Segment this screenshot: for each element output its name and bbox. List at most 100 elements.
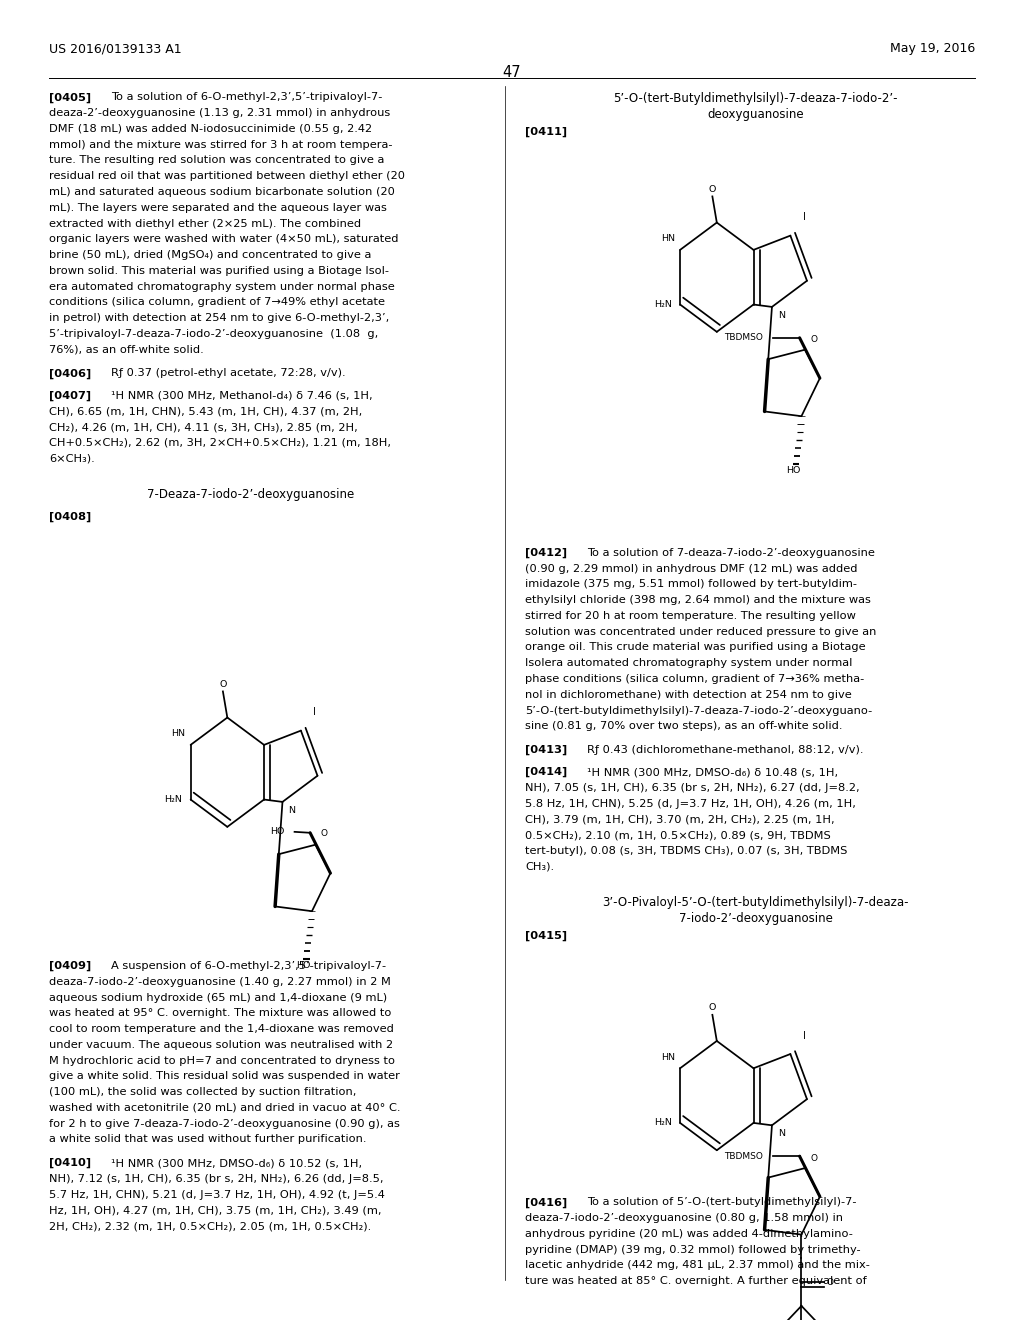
- Text: extracted with diethyl ether (2×25 mL). The combined: extracted with diethyl ether (2×25 mL). …: [49, 219, 361, 228]
- Text: [0411]: [0411]: [525, 127, 567, 137]
- Text: O: O: [321, 829, 328, 838]
- Text: pyridine (DMAP) (39 mg, 0.32 mmol) followed by trimethy-: pyridine (DMAP) (39 mg, 0.32 mmol) follo…: [525, 1245, 861, 1254]
- Text: Rƒ 0.37 (petrol-ethyl acetate, 72:28, v/v).: Rƒ 0.37 (petrol-ethyl acetate, 72:28, v/…: [111, 368, 345, 379]
- Text: I: I: [803, 1031, 806, 1040]
- Text: anhydrous pyridine (20 mL) was added 4-dimethylamino-: anhydrous pyridine (20 mL) was added 4-d…: [525, 1229, 853, 1238]
- Text: N: N: [289, 805, 296, 814]
- Text: 5’-O-(tert-Butyldimethylsilyl)-7-deaza-7-iodo-2’-: 5’-O-(tert-Butyldimethylsilyl)-7-deaza-7…: [613, 92, 898, 106]
- Text: 76%), as an off-white solid.: 76%), as an off-white solid.: [49, 345, 204, 355]
- Text: CH), 3.79 (m, 1H, CH), 3.70 (m, 2H, CH₂), 2.25 (m, 1H,: CH), 3.79 (m, 1H, CH), 3.70 (m, 2H, CH₂)…: [525, 814, 835, 825]
- Text: Isolera automated chromatography system under normal: Isolera automated chromatography system …: [525, 659, 853, 668]
- Text: in petrol) with detection at 254 nm to give 6-O-methyl-2,3’,: in petrol) with detection at 254 nm to g…: [49, 313, 389, 323]
- Text: cool to room temperature and the 1,4-dioxane was removed: cool to room temperature and the 1,4-dio…: [49, 1024, 394, 1034]
- Text: 3’-O-Pivaloyl-5’-O-(tert-butyldimethylsilyl)-7-deaza-: 3’-O-Pivaloyl-5’-O-(tert-butyldimethylsi…: [602, 896, 909, 909]
- Text: [0413]: [0413]: [525, 744, 567, 755]
- Text: HO: HO: [296, 961, 310, 970]
- Text: HO: HO: [785, 466, 800, 475]
- Text: residual red oil that was partitioned between diethyl ether (20: residual red oil that was partitioned be…: [49, 172, 406, 181]
- Text: 6×CH₃).: 6×CH₃).: [49, 454, 95, 463]
- Text: lacetic anhydride (442 mg, 481 μL, 2.37 mmol) and the mix-: lacetic anhydride (442 mg, 481 μL, 2.37 …: [525, 1261, 870, 1270]
- Text: for 2 h to give 7-deaza-7-iodo-2’-deoxyguanosine (0.90 g), as: for 2 h to give 7-deaza-7-iodo-2’-deoxyg…: [49, 1118, 400, 1129]
- Text: May 19, 2016: May 19, 2016: [890, 42, 975, 55]
- Text: 2H, CH₂), 2.32 (m, 1H, 0.5×CH₂), 2.05 (m, 1H, 0.5×CH₂).: 2H, CH₂), 2.32 (m, 1H, 0.5×CH₂), 2.05 (m…: [49, 1221, 372, 1232]
- Text: TBDMSO: TBDMSO: [724, 333, 763, 342]
- Text: N: N: [778, 310, 785, 319]
- Text: deoxyguanosine: deoxyguanosine: [708, 108, 804, 121]
- Text: O: O: [826, 1278, 834, 1287]
- Text: brine (50 mL), dried (MgSO₄) and concentrated to give a: brine (50 mL), dried (MgSO₄) and concent…: [49, 251, 372, 260]
- Text: [0409]: [0409]: [49, 961, 91, 972]
- Text: stirred for 20 h at room temperature. The resulting yellow: stirred for 20 h at room temperature. Th…: [525, 611, 856, 620]
- Text: aqueous sodium hydroxide (65 mL) and 1,4-dioxane (9 mL): aqueous sodium hydroxide (65 mL) and 1,4…: [49, 993, 387, 1002]
- Text: ture. The resulting red solution was concentrated to give a: ture. The resulting red solution was con…: [49, 156, 385, 165]
- Text: CH₂), 4.26 (m, 1H, CH), 4.11 (s, 3H, CH₃), 2.85 (m, 2H,: CH₂), 4.26 (m, 1H, CH), 4.11 (s, 3H, CH₃…: [49, 422, 358, 432]
- Text: Rƒ 0.43 (dichloromethane-methanol, 88:12, v/v).: Rƒ 0.43 (dichloromethane-methanol, 88:12…: [587, 744, 863, 755]
- Text: CH), 6.65 (m, 1H, CHN), 5.43 (m, 1H, CH), 4.37 (m, 2H,: CH), 6.65 (m, 1H, CHN), 5.43 (m, 1H, CH)…: [49, 407, 362, 416]
- Text: (100 mL), the solid was collected by suction filtration,: (100 mL), the solid was collected by suc…: [49, 1088, 356, 1097]
- Text: solution was concentrated under reduced pressure to give an: solution was concentrated under reduced …: [525, 627, 877, 636]
- Text: 47: 47: [503, 65, 521, 79]
- Text: 7-Deaza-7-iodo-2’-deoxyguanosine: 7-Deaza-7-iodo-2’-deoxyguanosine: [147, 488, 354, 502]
- Text: era automated chromatography system under normal phase: era automated chromatography system unde…: [49, 281, 395, 292]
- Text: O: O: [810, 1154, 817, 1163]
- Text: [0408]: [0408]: [49, 512, 91, 523]
- Text: I: I: [313, 708, 316, 718]
- Text: [0415]: [0415]: [525, 931, 567, 941]
- Text: [0410]: [0410]: [49, 1158, 91, 1168]
- Text: O: O: [709, 185, 716, 194]
- Text: was heated at 95° C. overnight. The mixture was allowed to: was heated at 95° C. overnight. The mixt…: [49, 1008, 391, 1018]
- Text: 7-iodo-2’-deoxyguanosine: 7-iodo-2’-deoxyguanosine: [679, 912, 833, 925]
- Text: I: I: [803, 213, 806, 223]
- Text: To a solution of 7-deaza-7-iodo-2’-deoxyguanosine: To a solution of 7-deaza-7-iodo-2’-deoxy…: [587, 548, 874, 558]
- Text: HN: HN: [660, 1052, 675, 1061]
- Text: organic layers were washed with water (4×50 mL), saturated: organic layers were washed with water (4…: [49, 235, 398, 244]
- Text: phase conditions (silica column, gradient of 7→36% metha-: phase conditions (silica column, gradien…: [525, 675, 864, 684]
- Text: N: N: [778, 1129, 785, 1138]
- Text: [0405]: [0405]: [49, 92, 91, 103]
- Text: tert-butyl), 0.08 (s, 3H, TBDMS CH₃), 0.07 (s, 3H, TBDMS: tert-butyl), 0.08 (s, 3H, TBDMS CH₃), 0.…: [525, 846, 848, 855]
- Text: HN: HN: [660, 234, 675, 243]
- Text: HO: HO: [270, 828, 285, 837]
- Text: M hydrochloric acid to pH=7 and concentrated to dryness to: M hydrochloric acid to pH=7 and concentr…: [49, 1056, 395, 1065]
- Text: a white solid that was used without further purification.: a white solid that was used without furt…: [49, 1134, 367, 1144]
- Text: (0.90 g, 2.29 mmol) in anhydrous DMF (12 mL) was added: (0.90 g, 2.29 mmol) in anhydrous DMF (12…: [525, 564, 858, 574]
- Text: washed with acetonitrile (20 mL) and dried in vacuo at 40° C.: washed with acetonitrile (20 mL) and dri…: [49, 1104, 400, 1113]
- Text: Hz, 1H, OH), 4.27 (m, 1H, CH), 3.75 (m, 1H, CH₂), 3.49 (m,: Hz, 1H, OH), 4.27 (m, 1H, CH), 3.75 (m, …: [49, 1205, 382, 1216]
- Text: 0.5×CH₂), 2.10 (m, 1H, 0.5×CH₂), 0.89 (s, 9H, TBDMS: 0.5×CH₂), 2.10 (m, 1H, 0.5×CH₂), 0.89 (s…: [525, 830, 831, 840]
- Text: NH), 7.12 (s, 1H, CH), 6.35 (br s, 2H, NH₂), 6.26 (dd, J=8.5,: NH), 7.12 (s, 1H, CH), 6.35 (br s, 2H, N…: [49, 1173, 384, 1184]
- Text: deaza-7-iodo-2’-deoxyguanosine (1.40 g, 2.27 mmol) in 2 M: deaza-7-iodo-2’-deoxyguanosine (1.40 g, …: [49, 977, 391, 987]
- Text: nol in dichloromethane) with detection at 254 nm to give: nol in dichloromethane) with detection a…: [525, 690, 852, 700]
- Text: ¹H NMR (300 MHz, DMSO-d₆) δ 10.48 (s, 1H,: ¹H NMR (300 MHz, DMSO-d₆) δ 10.48 (s, 1H…: [587, 767, 838, 777]
- Text: 5.8 Hz, 1H, CHN), 5.25 (d, J=3.7 Hz, 1H, OH), 4.26 (m, 1H,: 5.8 Hz, 1H, CHN), 5.25 (d, J=3.7 Hz, 1H,…: [525, 799, 856, 809]
- Text: O: O: [219, 680, 226, 689]
- Text: O: O: [810, 335, 817, 345]
- Text: US 2016/0139133 A1: US 2016/0139133 A1: [49, 42, 182, 55]
- Text: CH+0.5×CH₂), 2.62 (m, 3H, 2×CH+0.5×CH₂), 1.21 (m, 18H,: CH+0.5×CH₂), 2.62 (m, 3H, 2×CH+0.5×CH₂),…: [49, 438, 391, 447]
- Text: To a solution of 6-O-methyl-2,3’,5’-tripivaloyl-7-: To a solution of 6-O-methyl-2,3’,5’-trip…: [111, 92, 382, 103]
- Text: [0416]: [0416]: [525, 1197, 567, 1208]
- Text: 5’-tripivaloyl-7-deaza-7-iodo-2’-deoxyguanosine  (1.08  g,: 5’-tripivaloyl-7-deaza-7-iodo-2’-deoxygu…: [49, 329, 379, 339]
- Text: O: O: [709, 1003, 716, 1012]
- Text: mL). The layers were separated and the aqueous layer was: mL). The layers were separated and the a…: [49, 203, 387, 213]
- Text: brown solid. This material was purified using a Biotage Isol-: brown solid. This material was purified …: [49, 265, 389, 276]
- Text: deaza-7-iodo-2’-deoxyguanosine (0.80 g, 1.58 mmol) in: deaza-7-iodo-2’-deoxyguanosine (0.80 g, …: [525, 1213, 844, 1224]
- Text: [0412]: [0412]: [525, 548, 567, 558]
- Text: mmol) and the mixture was stirred for 3 h at room tempera-: mmol) and the mixture was stirred for 3 …: [49, 140, 392, 149]
- Text: 5.7 Hz, 1H, CHN), 5.21 (d, J=3.7 Hz, 1H, OH), 4.92 (t, J=5.4: 5.7 Hz, 1H, CHN), 5.21 (d, J=3.7 Hz, 1H,…: [49, 1189, 385, 1200]
- Text: [0414]: [0414]: [525, 767, 567, 777]
- Text: H₂N: H₂N: [654, 300, 672, 309]
- Text: CH₃).: CH₃).: [525, 862, 554, 871]
- Text: [0406]: [0406]: [49, 368, 91, 379]
- Text: 5’-O-(tert-butyldimethylsilyl)-7-deaza-7-iodo-2’-deoxyguano-: 5’-O-(tert-butyldimethylsilyl)-7-deaza-7…: [525, 706, 872, 715]
- Text: imidazole (375 mg, 5.51 mmol) followed by tert-butyldim-: imidazole (375 mg, 5.51 mmol) followed b…: [525, 579, 857, 589]
- Text: ture was heated at 85° C. overnight. A further equivalent of: ture was heated at 85° C. overnight. A f…: [525, 1276, 867, 1286]
- Text: ¹H NMR (300 MHz, Methanol-d₄) δ 7.46 (s, 1H,: ¹H NMR (300 MHz, Methanol-d₄) δ 7.46 (s,…: [111, 391, 372, 400]
- Text: give a white solid. This residual solid was suspended in water: give a white solid. This residual solid …: [49, 1072, 400, 1081]
- Text: NH), 7.05 (s, 1H, CH), 6.35 (br s, 2H, NH₂), 6.27 (dd, J=8.2,: NH), 7.05 (s, 1H, CH), 6.35 (br s, 2H, N…: [525, 783, 860, 793]
- Text: sine (0.81 g, 70% over two steps), as an off-white solid.: sine (0.81 g, 70% over two steps), as an…: [525, 721, 843, 731]
- Text: H₂N: H₂N: [654, 1118, 672, 1127]
- Text: conditions (silica column, gradient of 7→49% ethyl acetate: conditions (silica column, gradient of 7…: [49, 297, 385, 308]
- Text: A suspension of 6-O-methyl-2,3’,5’-tripivaloyl-7-: A suspension of 6-O-methyl-2,3’,5’-tripi…: [111, 961, 386, 972]
- Text: mL) and saturated aqueous sodium bicarbonate solution (20: mL) and saturated aqueous sodium bicarbo…: [49, 187, 395, 197]
- Text: orange oil. This crude material was purified using a Biotage: orange oil. This crude material was puri…: [525, 643, 866, 652]
